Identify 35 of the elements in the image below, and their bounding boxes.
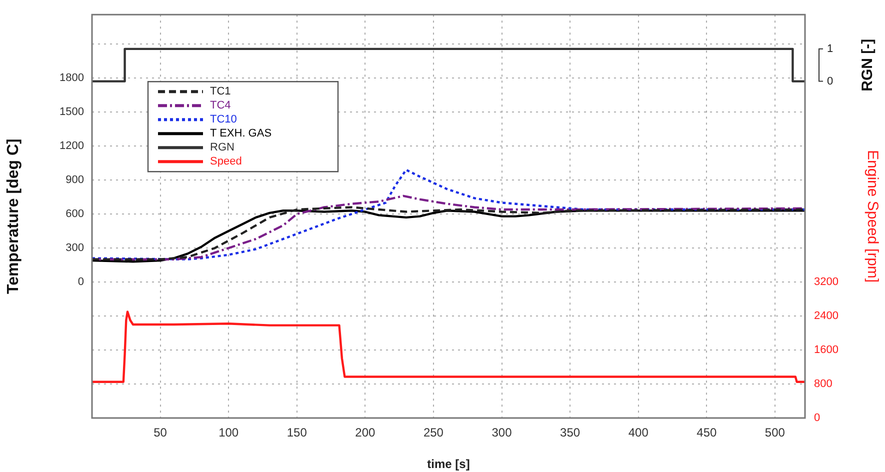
y2-tick-label: 0 xyxy=(814,412,820,424)
x-tick-label: 500 xyxy=(764,426,786,440)
x-tick-label: 100 xyxy=(218,426,239,440)
x-tick-label: 50 xyxy=(154,426,168,440)
x-tick-label: 400 xyxy=(628,426,649,440)
y-axis-title: Temperature [deg C] xyxy=(5,138,22,294)
x-tick-label: 350 xyxy=(560,426,580,440)
legend-label: TC4 xyxy=(210,100,231,112)
y-tick-label: 900 xyxy=(66,174,84,186)
x-tick-label: 150 xyxy=(286,426,308,440)
legend-label: RGN xyxy=(210,142,234,154)
legend-label: TC1 xyxy=(210,86,231,98)
y2-tick-label: 800 xyxy=(814,378,832,390)
y2-tick-label: 3200 xyxy=(814,276,838,288)
y-tick-label: 1500 xyxy=(60,106,84,118)
line-series xyxy=(92,168,805,260)
y-tick-label: 1200 xyxy=(60,140,84,152)
y-tick-label: 0 xyxy=(78,276,84,288)
y3-tick-label: 1 xyxy=(827,42,834,55)
x-tick-label: 200 xyxy=(355,426,376,440)
y3-axis-title: RGN [-] xyxy=(859,38,876,92)
y3-tick-label: 0 xyxy=(827,75,834,88)
x-tick-label: 250 xyxy=(423,426,444,440)
x-tick-label: 300 xyxy=(492,426,512,440)
x-axis-title: time [s] xyxy=(427,457,470,472)
y2-tick-label: 1600 xyxy=(814,344,838,356)
legend-label: T EXH. GAS xyxy=(210,128,272,140)
y2-tick-label: 2400 xyxy=(814,310,838,322)
y-tick-label: 1800 xyxy=(60,72,84,84)
y2-axis-title: Engine Speed [rpm] xyxy=(864,150,881,283)
y-tick-label: 600 xyxy=(66,208,84,220)
legend-label: Speed xyxy=(210,156,242,168)
x-tick-label: 450 xyxy=(696,426,717,440)
y-tick-label: 300 xyxy=(66,242,84,254)
legend-label: TC10 xyxy=(210,114,237,126)
